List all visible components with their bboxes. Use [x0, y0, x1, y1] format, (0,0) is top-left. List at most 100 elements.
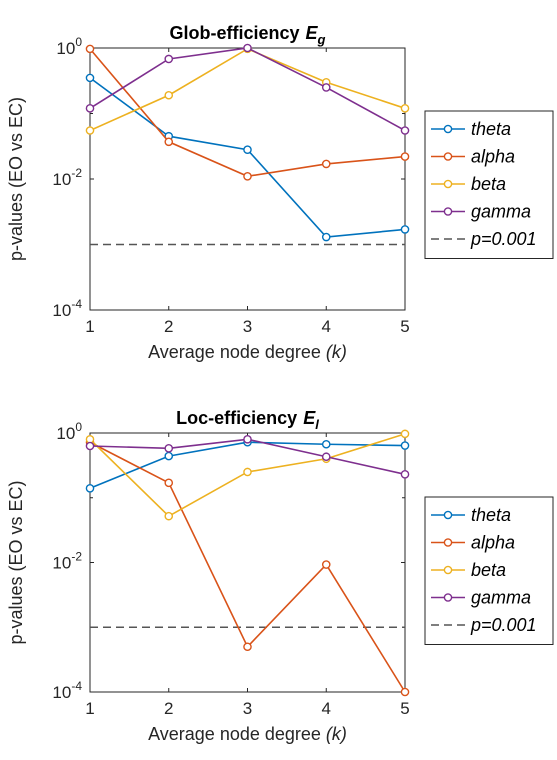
- legend: theta alpha beta gamma p=0.001: [424, 110, 554, 259]
- legend-label-theta: theta: [471, 119, 511, 139]
- series-line-alpha: [89, 441, 406, 693]
- data-point-gamma: [243, 43, 252, 53]
- y-tick-label: 100: [56, 35, 82, 58]
- data-point-alpha: [400, 687, 410, 697]
- legend-label-alpha: alpha: [471, 147, 515, 167]
- y-tick-exponent: -2: [71, 166, 82, 180]
- data-point-theta: [85, 483, 95, 493]
- series-line-theta: [89, 77, 406, 238]
- y-tick-exponent: -2: [71, 550, 82, 564]
- x-tick-label: 4: [322, 317, 331, 336]
- x-tick-label: 4: [322, 699, 331, 718]
- y-tick-base: 10: [56, 39, 75, 58]
- y-tick-label: 10-4: [52, 297, 82, 320]
- legend-label-beta: beta: [471, 560, 506, 580]
- x-tick-label: 3: [243, 699, 252, 718]
- y-tick-label: 10-2: [52, 166, 82, 189]
- data-point-alpha: [164, 478, 174, 488]
- data-point-theta: [85, 73, 95, 83]
- y-tick-base: 10: [52, 170, 71, 189]
- series-line-gamma: [89, 47, 406, 132]
- data-point-gamma: [400, 470, 410, 479]
- data-point-alpha: [321, 159, 331, 169]
- x-axis-label-text: Average node degree: [148, 724, 321, 744]
- legend-marker-gamma: [443, 207, 453, 216]
- data-point-beta: [400, 104, 410, 113]
- chart-title-subscript: l: [315, 417, 319, 432]
- legend-label-gamma: gamma: [471, 588, 531, 608]
- legend: theta alpha beta gamma p=0.001: [424, 496, 554, 645]
- y-tick-exponent: -4: [71, 297, 82, 311]
- data-point-beta: [164, 511, 174, 521]
- chart-title-symbol: E: [306, 23, 319, 43]
- x-axis-label: Average node degree (k): [148, 342, 347, 362]
- y-tick-label: 10-4: [52, 679, 82, 702]
- y-tick-base: 10: [52, 683, 71, 702]
- y-tick-base: 10: [52, 301, 71, 320]
- x-tick-label: 1: [85, 317, 94, 336]
- legend-marker-theta: [443, 510, 453, 520]
- legend-label-reference: p=0.001: [470, 229, 537, 249]
- x-tick-label: 5: [400, 699, 409, 718]
- x-tick-label: 1: [85, 699, 94, 718]
- y-tick-exponent: 0: [75, 420, 82, 434]
- y-axis-label: p-values (EO vs EC): [6, 97, 26, 261]
- x-tick-label: 2: [164, 699, 173, 718]
- legend-marker-beta: [443, 179, 453, 189]
- data-point-gamma: [243, 434, 252, 444]
- y-tick-exponent: 0: [75, 35, 82, 49]
- legend-marker-alpha: [443, 152, 453, 161]
- legend-label-reference: p=0.001: [470, 615, 537, 635]
- chart-title-subscript: g: [317, 32, 326, 47]
- legend-label-beta: beta: [471, 174, 506, 194]
- series-line-beta: [89, 47, 406, 132]
- data-point-alpha: [243, 171, 252, 181]
- data-point-alpha: [164, 137, 174, 147]
- y-tick-exponent: -4: [71, 679, 82, 693]
- x-axis-label: Average node degree (k): [148, 724, 347, 744]
- data-point-alpha: [321, 560, 331, 569]
- legend-label-theta: theta: [471, 505, 511, 525]
- data-point-beta: [243, 467, 252, 477]
- data-point-theta: [400, 225, 410, 234]
- chart-title-symbol: E: [303, 408, 316, 428]
- legend-label-gamma: gamma: [471, 202, 531, 222]
- x-tick-label: 5: [400, 317, 409, 336]
- chart-title-text: Loc-efficiency: [176, 408, 297, 428]
- data-point-theta: [321, 232, 331, 242]
- data-point-gamma: [321, 452, 331, 462]
- x-tick-label: 2: [164, 317, 173, 336]
- data-point-beta: [400, 429, 410, 439]
- x-axis-label-symbol: (k): [326, 724, 347, 744]
- data-point-alpha: [243, 642, 252, 652]
- data-point-gamma: [85, 441, 95, 451]
- x-axis-label-text: Average node degree: [148, 342, 321, 362]
- data-point-gamma: [164, 444, 174, 453]
- legend-marker-alpha: [443, 538, 453, 547]
- data-point-gamma: [164, 54, 174, 64]
- chart-title-text: Glob-efficiency: [170, 23, 300, 43]
- y-tick-base: 10: [56, 424, 75, 443]
- data-point-theta: [321, 439, 331, 449]
- data-point-beta: [85, 126, 95, 135]
- data-point-beta: [164, 90, 174, 100]
- data-point-gamma: [400, 126, 410, 135]
- data-point-alpha: [400, 152, 410, 161]
- y-tick-base: 10: [52, 554, 71, 573]
- x-axis-label-symbol: (k): [326, 342, 347, 362]
- data-point-alpha: [85, 44, 95, 54]
- data-point-theta: [164, 451, 174, 461]
- legend-marker-beta: [443, 565, 453, 575]
- legend-label-alpha: alpha: [471, 533, 515, 553]
- chart-title: Glob-efficiency Eg: [170, 23, 326, 47]
- data-point-gamma: [321, 83, 331, 92]
- data-point-gamma: [85, 104, 95, 113]
- legend-marker-gamma: [443, 593, 453, 602]
- x-tick-label: 3: [243, 317, 252, 336]
- y-tick-label: 10-2: [52, 550, 82, 573]
- y-tick-label: 100: [56, 420, 82, 443]
- data-point-theta: [243, 145, 252, 155]
